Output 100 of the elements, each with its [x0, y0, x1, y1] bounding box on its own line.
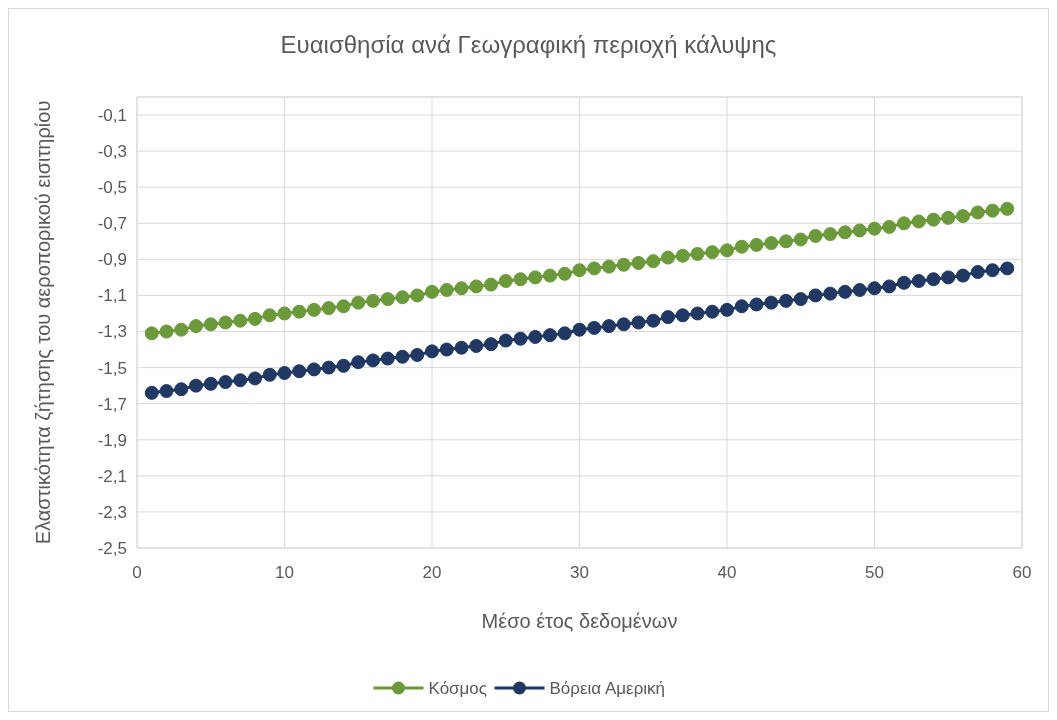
y-tick-label: -0,9	[97, 250, 127, 270]
y-tick-label: -2,1	[97, 466, 127, 486]
point	[307, 362, 321, 377]
point	[705, 304, 720, 319]
y-tick-label: -0,5	[97, 178, 127, 198]
point	[484, 277, 498, 292]
point	[262, 367, 277, 382]
point	[528, 270, 543, 285]
point	[262, 308, 277, 323]
point	[690, 246, 705, 261]
point	[321, 301, 336, 316]
point	[528, 329, 543, 344]
point	[867, 281, 882, 296]
point	[189, 378, 203, 393]
point	[572, 322, 587, 337]
point	[661, 310, 675, 325]
point	[557, 326, 572, 341]
point	[720, 302, 734, 317]
legend-label: Κόσμος	[428, 678, 488, 698]
point	[307, 302, 321, 317]
point	[218, 315, 233, 330]
point	[410, 347, 425, 362]
point	[602, 319, 616, 334]
point	[277, 306, 292, 321]
point	[823, 227, 838, 242]
y-tick-label: -1,1	[97, 286, 127, 306]
point	[1000, 261, 1015, 276]
point	[911, 274, 926, 289]
point	[631, 315, 646, 330]
y-tick-label: -1,3	[97, 322, 127, 342]
point	[144, 385, 159, 400]
point	[144, 326, 159, 341]
x-tick-label: 0	[132, 563, 142, 582]
y-tick-label: -1,9	[97, 430, 127, 450]
point	[439, 283, 454, 298]
point	[321, 360, 336, 375]
x-tick-label: 30	[570, 563, 589, 582]
point	[764, 236, 779, 251]
point	[705, 245, 720, 260]
point	[292, 364, 307, 379]
point	[808, 288, 823, 303]
x-axis-title: Μέσο έτος δεδομένων	[481, 610, 678, 632]
point	[602, 259, 616, 274]
point	[779, 234, 793, 249]
point	[941, 210, 956, 225]
point	[233, 373, 248, 388]
point	[366, 293, 380, 308]
point	[233, 313, 248, 328]
point	[970, 264, 985, 279]
point	[174, 382, 189, 397]
point	[646, 313, 661, 328]
point	[749, 297, 764, 312]
point	[203, 317, 218, 332]
point	[454, 281, 469, 296]
point	[557, 266, 572, 281]
x-tick-label: 50	[865, 563, 884, 582]
point	[838, 225, 852, 240]
point	[764, 295, 779, 310]
y-tick-label: -1,5	[97, 358, 127, 378]
point	[734, 239, 749, 254]
point	[956, 209, 970, 224]
point	[366, 353, 380, 368]
point	[189, 319, 203, 334]
point	[380, 292, 395, 307]
y-tick-label: -1,7	[97, 394, 127, 414]
point	[513, 272, 528, 287]
y-tick-label: -0,1	[97, 105, 127, 125]
point	[587, 320, 602, 335]
point	[587, 261, 602, 276]
point	[469, 338, 484, 353]
point	[985, 263, 1000, 278]
x-tick-label: 10	[275, 563, 294, 582]
point	[616, 257, 631, 272]
point	[410, 288, 425, 303]
chart-title: Ευαισθησία ανά Γεωγραφική περιοχή κάλυψης	[280, 31, 777, 58]
point	[897, 216, 911, 231]
point	[779, 293, 793, 308]
point	[720, 243, 734, 258]
point	[661, 250, 675, 265]
x-tick-label: 20	[422, 563, 442, 582]
x-tick-label: 40	[717, 563, 737, 582]
point	[351, 295, 366, 310]
point	[646, 254, 661, 269]
point	[838, 284, 852, 299]
point	[941, 270, 956, 285]
point	[882, 279, 897, 294]
point	[867, 221, 882, 236]
point	[395, 290, 410, 305]
legend-label: Βόρεια Αμερική	[549, 678, 666, 698]
point	[734, 299, 749, 314]
y-tick-label: -2,5	[97, 538, 127, 558]
point	[926, 272, 941, 287]
point	[911, 214, 926, 229]
point	[454, 340, 469, 355]
point	[439, 342, 454, 357]
point	[631, 255, 646, 270]
y-tick-label: -2,3	[97, 502, 127, 522]
point	[159, 324, 174, 339]
point	[543, 328, 557, 343]
point	[425, 344, 439, 359]
